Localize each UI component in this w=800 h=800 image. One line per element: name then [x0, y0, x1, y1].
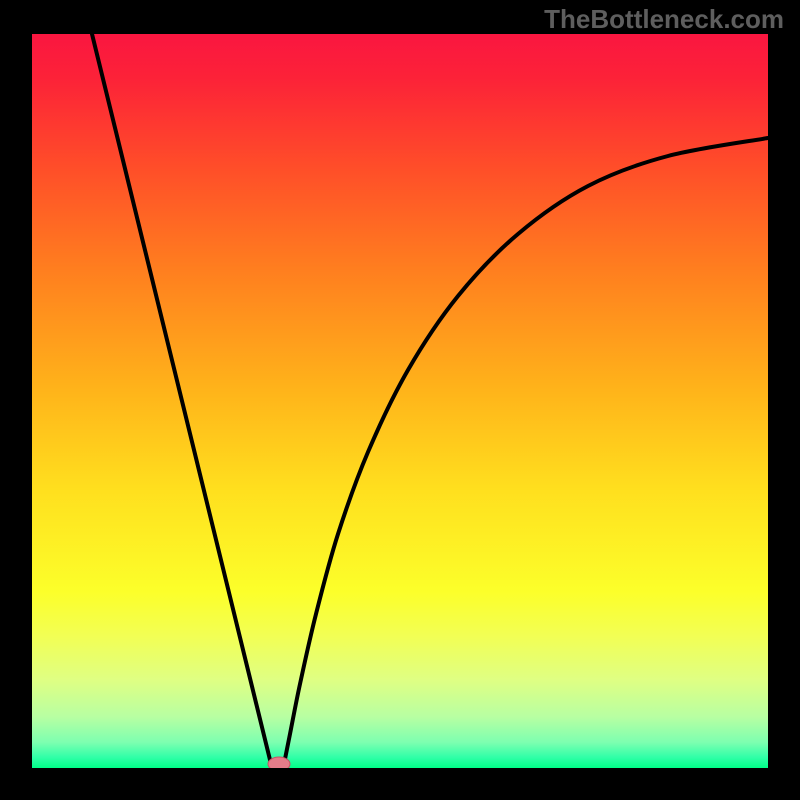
chart-container: TheBottleneck.com: [0, 0, 800, 800]
bottleneck-marker: [268, 757, 290, 768]
curve-layer: [32, 34, 768, 768]
bottleneck-curve: [92, 34, 768, 768]
watermark-text: TheBottleneck.com: [544, 4, 784, 35]
plot-area: [32, 34, 768, 768]
